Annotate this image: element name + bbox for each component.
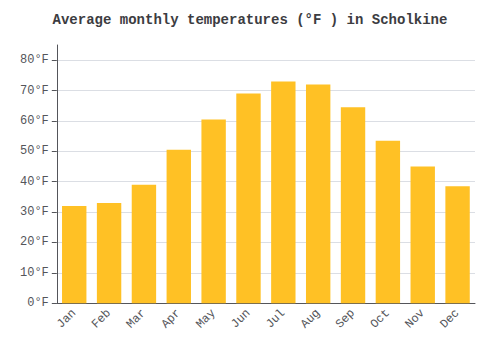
svg-text:60°F: 60°F xyxy=(20,114,49,128)
svg-text:40°F: 40°F xyxy=(20,175,49,189)
svg-text:Jan: Jan xyxy=(54,306,79,331)
svg-text:10°F: 10°F xyxy=(20,266,49,280)
svg-text:Jul: Jul xyxy=(263,306,288,331)
svg-text:Oct: Oct xyxy=(368,306,393,331)
svg-text:May: May xyxy=(193,306,218,331)
svg-text:0°F: 0°F xyxy=(27,296,49,310)
svg-text:Dec: Dec xyxy=(437,306,462,331)
svg-text:Apr: Apr xyxy=(159,306,184,331)
svg-text:Feb: Feb xyxy=(89,306,114,331)
svg-text:Average monthly temperatures (: Average monthly temperatures (°F ) in Sc… xyxy=(53,12,448,28)
svg-text:70°F: 70°F xyxy=(20,84,49,98)
svg-text:30°F: 30°F xyxy=(20,205,49,219)
svg-text:Mar: Mar xyxy=(124,306,149,331)
svg-text:50°F: 50°F xyxy=(20,144,49,158)
svg-text:Jun: Jun xyxy=(228,306,253,331)
svg-text:Aug: Aug xyxy=(298,306,323,331)
svg-text:Sep: Sep xyxy=(333,306,358,331)
svg-text:20°F: 20°F xyxy=(20,235,49,249)
svg-text:Nov: Nov xyxy=(403,306,428,331)
svg-text:80°F: 80°F xyxy=(20,53,49,67)
